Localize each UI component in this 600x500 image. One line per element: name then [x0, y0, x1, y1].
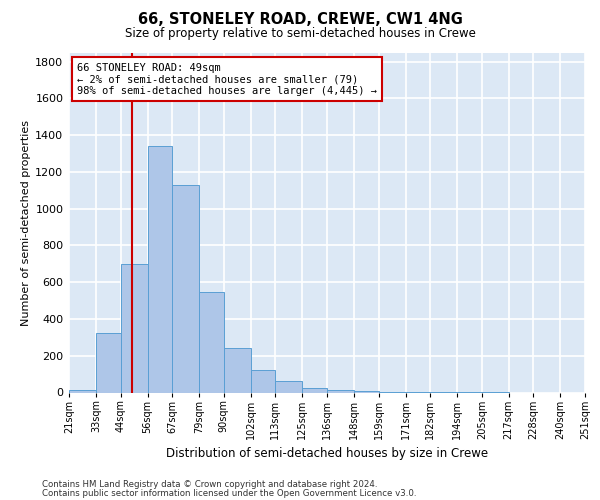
Bar [327, 390, 354, 392]
Bar [121, 264, 148, 392]
Bar [275, 382, 302, 392]
Bar [69, 390, 96, 392]
Text: 66, STONELEY ROAD, CREWE, CW1 4NG: 66, STONELEY ROAD, CREWE, CW1 4NG [137, 12, 463, 28]
Y-axis label: Number of semi-detached properties: Number of semi-detached properties [21, 120, 31, 326]
Text: Contains HM Land Registry data © Crown copyright and database right 2024.: Contains HM Land Registry data © Crown c… [42, 480, 377, 489]
Text: Size of property relative to semi-detached houses in Crewe: Size of property relative to semi-detach… [125, 28, 475, 40]
Text: Contains public sector information licensed under the Open Government Licence v3: Contains public sector information licen… [42, 488, 416, 498]
Bar [172, 185, 199, 392]
Bar [302, 388, 327, 392]
Bar [224, 348, 251, 393]
Text: 66 STONELEY ROAD: 49sqm
← 2% of semi-detached houses are smaller (79)
98% of sem: 66 STONELEY ROAD: 49sqm ← 2% of semi-det… [77, 62, 377, 96]
Bar [354, 391, 379, 392]
Bar [251, 370, 275, 392]
Bar [199, 292, 224, 392]
Bar [96, 333, 121, 392]
X-axis label: Distribution of semi-detached houses by size in Crewe: Distribution of semi-detached houses by … [166, 447, 488, 460]
Bar [148, 146, 172, 392]
